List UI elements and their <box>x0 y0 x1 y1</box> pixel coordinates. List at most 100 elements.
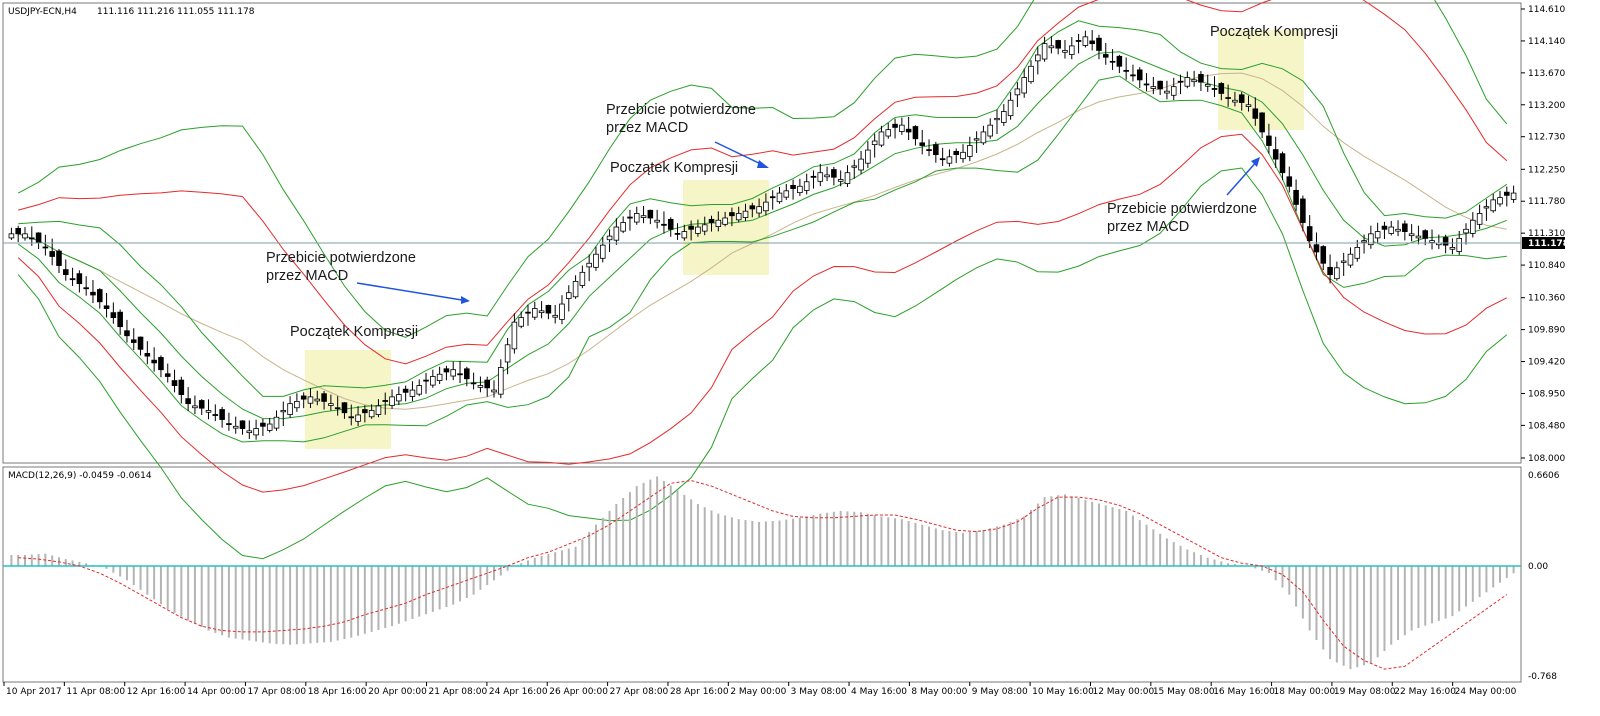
candle-body <box>633 213 640 223</box>
time-tick-label: 12 Apr 16:00 <box>127 687 186 697</box>
candle-body <box>246 430 253 434</box>
candle-body <box>355 414 361 422</box>
candle-body <box>912 126 919 140</box>
inner-middle-line <box>18 51 1507 420</box>
candle-body <box>681 231 688 239</box>
time-tick-label: 24 Apr 16:00 <box>489 687 548 697</box>
candle-body <box>1164 90 1170 94</box>
time-tick-label: 26 Apr 00:00 <box>549 687 608 697</box>
candle-body <box>1327 266 1333 275</box>
candle-body <box>56 250 62 266</box>
price-tick-label: 108.000 <box>1528 454 1565 464</box>
candle-body <box>498 367 504 395</box>
candle-body <box>865 149 871 164</box>
candle-body <box>334 407 341 410</box>
candle-body <box>559 303 565 320</box>
candle-body <box>1347 253 1354 266</box>
candle-body <box>1266 135 1272 146</box>
price-tick-label: 110.360 <box>1528 294 1565 304</box>
candle-body <box>1184 77 1191 87</box>
candle-body <box>8 233 15 239</box>
candle-body <box>769 196 776 199</box>
candle-body <box>783 190 790 198</box>
candle-body <box>905 128 912 133</box>
time-tick-label: 3 May 08:00 <box>791 687 847 697</box>
candle-body <box>749 205 756 210</box>
macd-axis: 0.6606 0.00 -0.768 <box>1528 471 1560 682</box>
candle-body <box>1238 94 1245 103</box>
candle-body <box>579 271 586 286</box>
candle-body <box>735 213 742 221</box>
candle-body <box>450 369 457 377</box>
candle-body <box>1116 55 1123 67</box>
upper-band <box>18 0 1508 365</box>
candle-body <box>1402 223 1408 232</box>
candle-body <box>722 217 728 225</box>
macd-histogram <box>10 476 1515 670</box>
candle-body <box>960 151 966 160</box>
candle-body <box>1245 104 1252 107</box>
time-tick-label: 10 May 16:00 <box>1032 687 1094 697</box>
candle-body <box>545 304 552 314</box>
candle-body <box>1130 74 1136 77</box>
candle-body <box>124 330 130 337</box>
candle-body <box>457 373 463 376</box>
time-tick-label: 18 Apr 16:00 <box>308 687 367 697</box>
chart-title: USDJPY-ECN,H4 <box>8 7 77 17</box>
candle-body <box>239 420 246 429</box>
candle-body <box>130 339 137 343</box>
candle-body <box>926 149 932 152</box>
candle-body <box>810 175 817 178</box>
candle-body <box>389 396 395 406</box>
candle-body <box>661 223 667 226</box>
time-tick-label: 11 Apr 08:00 <box>66 687 125 697</box>
candle-body <box>1395 228 1401 232</box>
candle-body <box>654 219 660 223</box>
candle-body <box>1442 237 1449 246</box>
macd-signal-line <box>18 480 1508 670</box>
candle-body <box>226 423 232 425</box>
price-tick-label: 108.950 <box>1528 389 1565 399</box>
candle-body <box>29 237 35 240</box>
candle-body <box>178 379 185 396</box>
candle-body <box>1422 230 1429 239</box>
annotation-breakout-1-line2: przez MACD <box>266 268 348 284</box>
candle-body <box>1068 45 1075 55</box>
time-tick-label: 17 Apr 08:00 <box>247 687 306 697</box>
candle-body <box>260 422 266 427</box>
annotation-arrow-1 <box>356 282 469 302</box>
candle-body <box>1368 233 1374 246</box>
candle-body <box>1232 99 1238 103</box>
candle-body <box>1109 60 1116 63</box>
annotation-breakout-3-line1: Przebicie potwierdzone <box>1107 201 1257 217</box>
candle-body <box>640 215 647 218</box>
time-tick-label: 20 Apr 00:00 <box>368 687 427 697</box>
candle-body <box>878 131 885 146</box>
candle-body <box>253 428 259 436</box>
candle-body <box>803 181 810 191</box>
macd-panel[interactable] <box>2 466 1522 683</box>
candle-body <box>1001 111 1007 123</box>
candle-body <box>1136 69 1143 81</box>
candle-body <box>266 423 273 431</box>
candle-body <box>443 368 450 373</box>
candle-body <box>1170 86 1177 96</box>
price-tick-label: 113.200 <box>1528 101 1565 111</box>
candle-body <box>1157 80 1163 90</box>
annotation-compression-2: Początek Kompresji <box>610 160 738 176</box>
candlesticks <box>8 30 1517 440</box>
candle-body <box>375 405 382 415</box>
price-tick-label: 110.840 <box>1528 261 1565 271</box>
candle-body <box>1415 235 1422 239</box>
candle-body <box>96 289 103 303</box>
candle-body <box>1075 40 1082 42</box>
candle-body <box>647 209 654 219</box>
candle-body <box>776 192 783 203</box>
candle-body <box>423 379 429 382</box>
time-axis: 10 Apr 2017 11 Apr 08:00 12 Apr 16:00 14 Ap… <box>3 682 1517 697</box>
candle-body <box>586 262 592 268</box>
candle-body <box>790 184 796 189</box>
candle-body <box>232 425 239 429</box>
candle-body <box>158 357 164 371</box>
